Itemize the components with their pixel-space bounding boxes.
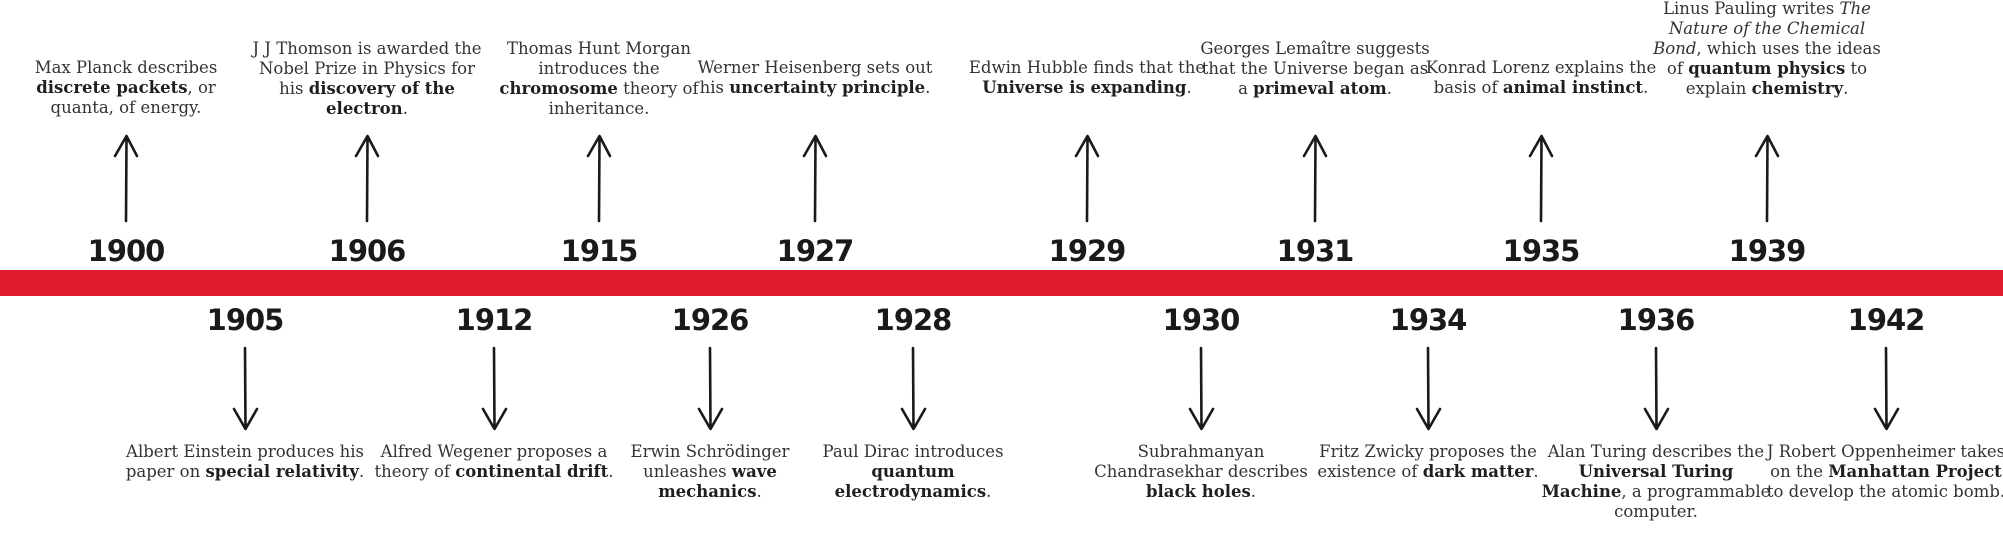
up-arrow-icon <box>1747 133 1787 223</box>
event-description-1927: Werner Heisenberg sets out his uncertain… <box>697 58 933 97</box>
event-description-1939: Linus Pauling writes The Nature of the C… <box>1653 0 1881 98</box>
event-description-1931: Georges Lemaître suggests that the Unive… <box>1200 39 1430 98</box>
down-arrow-icon <box>474 346 514 432</box>
down-arrow-icon <box>1408 346 1448 432</box>
down-arrow-icon <box>1636 346 1676 432</box>
event-description-1929: Edwin Hubble finds that the Universe is … <box>968 58 1206 97</box>
year-label-1906: 1906 <box>328 234 407 268</box>
event-description-1930: Subrahmanyan Chandrasekhar describes bla… <box>1094 442 1308 501</box>
year-label-1927: 1927 <box>776 234 855 268</box>
event-description-1935: Konrad Lorenz explains the basis of anim… <box>1425 58 1657 97</box>
event-description-1915: Thomas Hunt Morgan introduces the chromo… <box>499 39 699 118</box>
down-arrow-icon <box>893 346 933 432</box>
event-description-1934: Fritz Zwicky proposes the existence of d… <box>1317 442 1539 481</box>
year-label-1942: 1942 <box>1847 303 1926 337</box>
year-label-1912: 1912 <box>455 303 534 337</box>
year-label-1935: 1935 <box>1502 234 1581 268</box>
event-description-1912: Alfred Wegener proposes a theory of cont… <box>374 442 614 481</box>
up-arrow-icon <box>1521 133 1561 223</box>
up-arrow-icon <box>1295 133 1335 223</box>
timeline-bar <box>0 270 2003 296</box>
year-label-1928: 1928 <box>874 303 953 337</box>
down-arrow-icon <box>1866 346 1906 432</box>
year-label-1930: 1930 <box>1162 303 1241 337</box>
event-description-1900: Max Planck describes discrete packets, o… <box>34 58 218 117</box>
up-arrow-icon <box>347 133 387 223</box>
event-description-1905: Albert Einstein produces his paper on sp… <box>125 442 365 481</box>
event-description-1928: Paul Dirac introduces quantum electrodyn… <box>822 442 1004 501</box>
event-description-1906: J J Thomson is awarded the Nobel Prize i… <box>252 39 482 118</box>
year-label-1926: 1926 <box>671 303 750 337</box>
up-arrow-icon <box>795 133 835 223</box>
event-description-1936: Alan Turing describes the Universal Turi… <box>1541 442 1771 521</box>
down-arrow-icon <box>225 346 265 432</box>
year-label-1929: 1929 <box>1048 234 1127 268</box>
event-description-1926: Erwin Schrödinger unleashes wave mechani… <box>630 442 790 501</box>
up-arrow-icon <box>1067 133 1107 223</box>
year-label-1934: 1934 <box>1389 303 1468 337</box>
year-label-1931: 1931 <box>1276 234 1355 268</box>
down-arrow-icon <box>1181 346 1221 432</box>
up-arrow-icon <box>579 133 619 223</box>
event-description-1942: J Robert Oppenheimer takes on the Manhat… <box>1766 442 2003 501</box>
year-label-1900: 1900 <box>87 234 166 268</box>
down-arrow-icon <box>690 346 730 432</box>
year-label-1936: 1936 <box>1617 303 1696 337</box>
year-label-1905: 1905 <box>206 303 285 337</box>
year-label-1915: 1915 <box>560 234 639 268</box>
year-label-1939: 1939 <box>1728 234 1807 268</box>
up-arrow-icon <box>106 133 146 223</box>
